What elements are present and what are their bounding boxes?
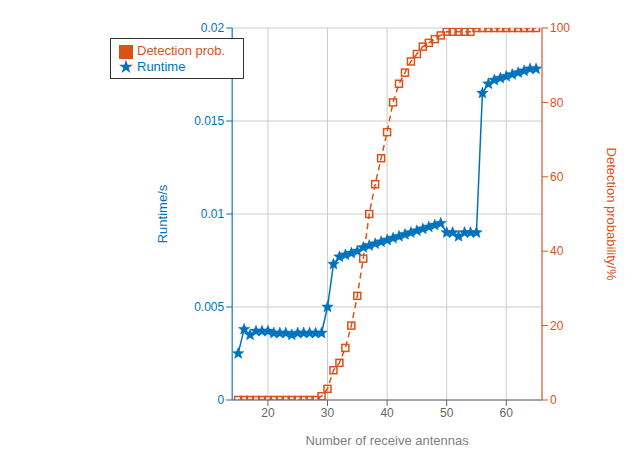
svg-text:60: 60 [500, 406, 514, 420]
svg-text:100: 100 [550, 21, 570, 35]
svg-text:0: 0 [550, 393, 557, 407]
svg-text:Number of receive antennas: Number of receive antennas [305, 433, 469, 448]
svg-text:40: 40 [380, 406, 394, 420]
html-text:Detection prob.: Detection prob. [137, 43, 226, 58]
svg-text:50: 50 [440, 406, 454, 420]
svg-text:0.01: 0.01 [201, 207, 225, 221]
svg-text:0.02: 0.02 [201, 21, 225, 35]
svg-text:20: 20 [261, 406, 275, 420]
svg-text:80: 80 [550, 96, 564, 110]
svg-text:Runtime/s: Runtime/s [155, 184, 170, 243]
svg-text:20: 20 [550, 319, 564, 333]
svg-text:Detection probability/%: Detection probability/% [604, 148, 619, 281]
svg-text:60: 60 [550, 170, 564, 184]
html-text:Runtime: Runtime [137, 58, 186, 74]
svg-text:0: 0 [217, 393, 224, 407]
svg-text:30: 30 [321, 406, 335, 420]
svg-text:0.015: 0.015 [194, 114, 224, 128]
svg-text:40: 40 [550, 244, 564, 258]
svg-text:0.005: 0.005 [194, 300, 224, 314]
